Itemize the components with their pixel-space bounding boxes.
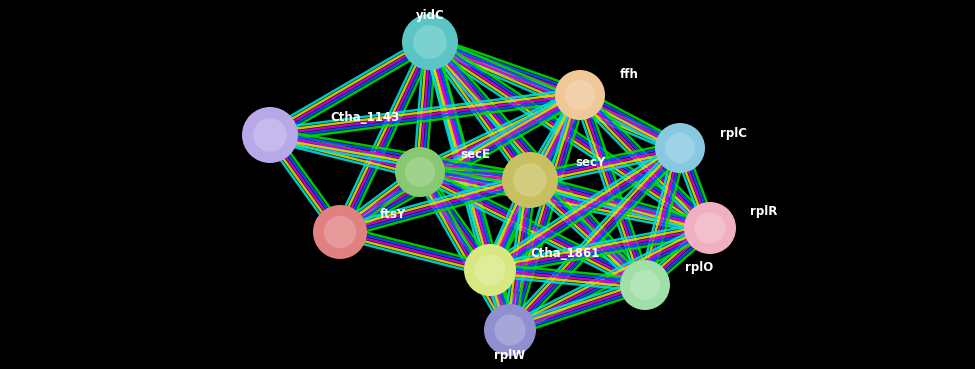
Circle shape [413,25,447,59]
Circle shape [395,147,445,197]
Circle shape [254,118,287,152]
Text: secE: secE [460,148,490,162]
Text: yidC: yidC [415,8,445,21]
Text: ffh: ffh [620,69,639,82]
Text: Ctha_1861: Ctha_1861 [530,246,600,259]
Circle shape [513,163,547,197]
Text: Ctha_1143: Ctha_1143 [330,111,399,124]
Text: rplO: rplO [685,262,714,275]
Text: rplC: rplC [720,127,747,139]
Circle shape [464,244,516,296]
Circle shape [684,202,736,254]
Circle shape [655,123,705,173]
Circle shape [555,70,605,120]
Circle shape [494,314,526,346]
Circle shape [694,213,725,244]
Text: rplR: rplR [750,206,777,218]
Circle shape [405,157,435,187]
Circle shape [484,304,536,356]
Circle shape [313,205,367,259]
Text: secY: secY [575,156,605,169]
Circle shape [620,260,670,310]
Circle shape [502,152,558,208]
Circle shape [630,270,660,300]
Circle shape [475,254,506,286]
Circle shape [324,216,356,248]
Text: ftsY: ftsY [380,208,407,221]
Circle shape [665,133,695,163]
Circle shape [402,14,458,70]
Circle shape [242,107,298,163]
Text: rplW: rplW [494,348,526,362]
Circle shape [565,80,595,110]
